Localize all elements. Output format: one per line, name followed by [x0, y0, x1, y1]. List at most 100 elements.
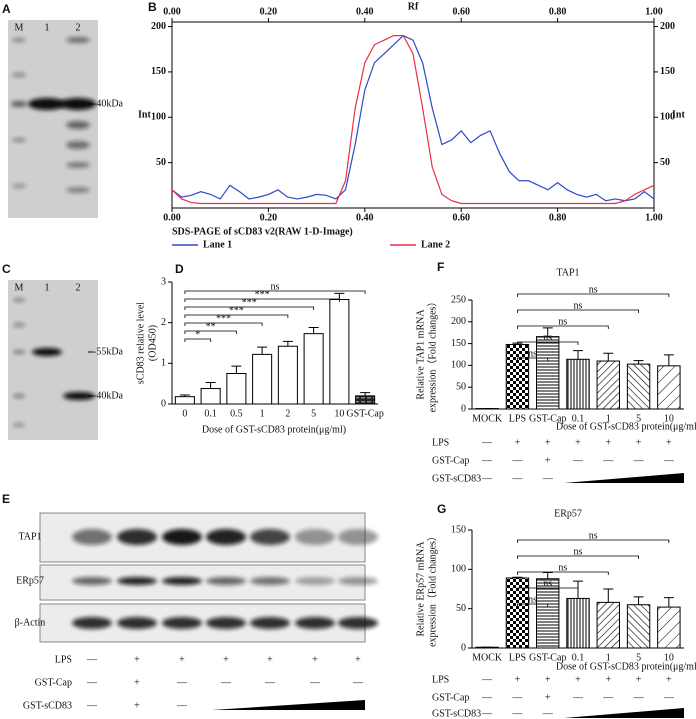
condition-mark: — — [511, 692, 523, 703]
y-tick-label: 1 — [161, 358, 166, 369]
blot-row-label: ERp57 — [16, 575, 44, 586]
lane-label: M — [15, 22, 24, 33]
significance-bracket — [517, 571, 609, 575]
gel-band — [13, 323, 25, 327]
significance-label: ns — [574, 546, 583, 557]
x-tick-label: MOCK — [472, 652, 503, 663]
bar — [596, 601, 620, 649]
gel-band — [12, 38, 26, 42]
condition-mark: — — [572, 692, 584, 703]
plot-frame — [171, 21, 655, 209]
gel-band — [13, 423, 25, 427]
panel-letter: C — [2, 262, 11, 276]
bar — [252, 353, 273, 405]
y-tick-label: 2 — [161, 317, 166, 328]
condition-mark: — — [542, 708, 554, 719]
dose-wedge — [212, 700, 365, 710]
error-bar — [542, 571, 553, 579]
lane-label: 2 — [76, 22, 81, 33]
blot-band — [72, 529, 112, 545]
error-bar — [573, 350, 583, 360]
blot-band — [162, 577, 202, 585]
blot-band — [72, 577, 112, 585]
panel-letter: D — [175, 262, 184, 276]
condition-mark: + — [515, 437, 521, 448]
x-tick-label: GST-Cap — [529, 413, 566, 424]
condition-mark: + — [312, 654, 318, 665]
gel-band — [12, 184, 26, 188]
error-bar — [231, 365, 242, 374]
condition-mark: — — [176, 700, 188, 711]
condition-mark: + — [545, 674, 551, 685]
condition-mark: — — [511, 708, 523, 719]
x-axis-label: Dose of GST-sCD83 protein(μg/ml) — [556, 661, 696, 672]
y-tick-label: 50 — [456, 603, 466, 614]
y-tick-label: 50 — [156, 157, 166, 168]
x-tick-label: 0.80 — [549, 212, 567, 223]
blot-band — [338, 529, 378, 545]
gel-band — [11, 101, 27, 107]
bar — [174, 396, 195, 405]
x-tick-label: LPS — [509, 413, 526, 424]
x-tick-label: 0.20 — [260, 6, 278, 17]
gel-band — [66, 187, 90, 193]
panel-letter: F — [437, 260, 444, 274]
error-bar — [360, 392, 371, 396]
condition-label: GST-Cap — [35, 677, 72, 688]
bar — [657, 365, 681, 410]
y-axis-label: sCD83 relative level — [135, 302, 146, 384]
significance-label: *** — [229, 305, 244, 316]
condition-mark: + — [179, 654, 185, 665]
condition-mark: — — [602, 455, 614, 466]
lane-label: 1 — [45, 282, 50, 293]
marker-label: -40kDa — [93, 390, 124, 401]
x-tick-label: 0.00 — [163, 212, 181, 223]
error-bar — [257, 346, 268, 355]
error-bar — [308, 327, 319, 334]
condition-mark: — — [309, 677, 321, 688]
x-tick-label: 0.40 — [356, 212, 374, 223]
x-tick-label: MOCK — [472, 413, 503, 424]
y-tick-label: 200 — [151, 21, 166, 32]
condition-mark: — — [86, 700, 98, 711]
series-line — [171, 35, 655, 205]
gel-band — [12, 138, 26, 142]
blot-band — [117, 617, 157, 629]
condition-label: GST-Cap — [432, 455, 469, 466]
condition-mark: — — [542, 473, 554, 484]
bar — [657, 606, 681, 649]
condition-mark: + — [545, 437, 551, 448]
condition-mark: — — [481, 692, 493, 703]
condition-label: GST-sCD83 — [23, 700, 72, 711]
blot-band — [295, 577, 335, 585]
error-bar — [633, 360, 644, 365]
condition-mark: — — [481, 473, 493, 484]
error-bar — [633, 596, 644, 605]
significance-bracket — [517, 587, 579, 591]
error-bar — [179, 394, 190, 397]
chart-subtitle: SDS-PAGE of sCD83 v2(RAW 1-D-Image) — [172, 226, 353, 237]
x-tick-label: 0.1 — [204, 408, 217, 419]
significance-label: ns — [543, 332, 552, 343]
bar — [626, 363, 651, 410]
y-tick-label: 200 — [451, 316, 466, 327]
condition-mark: — — [481, 437, 493, 448]
x-tick-label: 0.40 — [356, 6, 374, 17]
significance-bracket — [184, 306, 315, 310]
condition-mark: — — [511, 455, 523, 466]
significance-label: ns — [558, 562, 567, 573]
panel-letter: E — [2, 492, 10, 506]
x-tick-label: 1 — [606, 652, 611, 663]
condition-mark: — — [663, 455, 675, 466]
error-bar — [334, 292, 345, 300]
y-tick-label: 150 — [451, 338, 466, 349]
dose-wedge — [564, 473, 684, 483]
error-bar — [512, 576, 523, 578]
condition-mark: — — [481, 708, 493, 719]
significance-bracket — [517, 603, 549, 607]
blot-band — [250, 529, 290, 545]
condition-mark: + — [515, 674, 521, 685]
y-tick-label: 100 — [151, 112, 166, 123]
y-tick-label: 100 — [451, 360, 466, 371]
condition-mark: — — [663, 692, 675, 703]
